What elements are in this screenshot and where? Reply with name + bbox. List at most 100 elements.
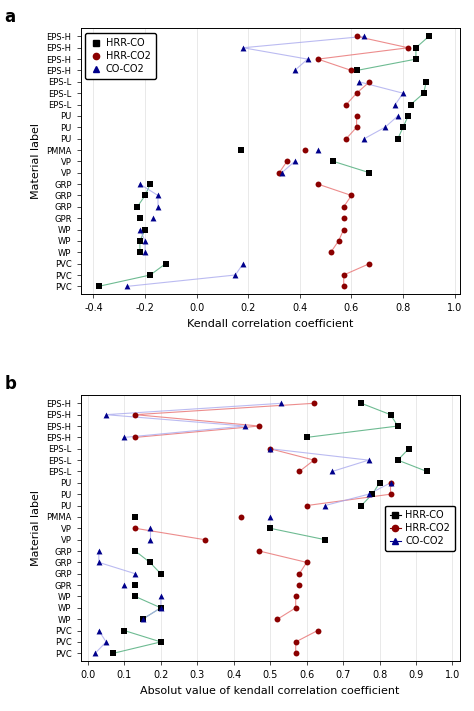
Point (120, 432, 128, 443)
Point (328, 466, 336, 477)
Point (141, 235, 149, 247)
Point (368, 488, 376, 500)
Point (237, 144, 244, 156)
Point (387, 477, 394, 488)
Point (146, 523, 154, 534)
Point (387, 409, 394, 420)
Point (314, 144, 322, 156)
Point (277, 397, 285, 409)
Point (291, 65, 299, 76)
Point (95, 545, 102, 557)
Point (353, 87, 360, 99)
Point (91, 648, 99, 659)
Point (296, 579, 303, 591)
Point (157, 568, 164, 579)
Point (340, 224, 347, 235)
Point (292, 602, 300, 614)
Point (157, 636, 164, 648)
Point (394, 420, 401, 432)
Point (356, 76, 363, 87)
Point (157, 591, 164, 602)
Point (139, 614, 146, 625)
Point (387, 477, 394, 488)
Point (102, 636, 110, 648)
Point (292, 636, 300, 648)
Point (353, 31, 360, 42)
Point (314, 178, 322, 190)
Point (303, 557, 310, 568)
Point (131, 579, 139, 591)
Point (239, 258, 247, 269)
Point (357, 397, 365, 409)
Point (404, 110, 412, 122)
Point (146, 178, 154, 190)
Point (131, 568, 139, 579)
Point (314, 625, 321, 636)
Point (141, 224, 149, 235)
Point (303, 432, 310, 443)
Point (420, 87, 428, 99)
Point (157, 602, 164, 614)
Point (296, 466, 303, 477)
Point (131, 523, 139, 534)
Point (273, 614, 281, 625)
Point (425, 31, 433, 42)
Point (162, 258, 170, 269)
Point (357, 500, 365, 511)
Y-axis label: Material label: Material label (31, 124, 41, 199)
Point (423, 466, 431, 477)
Legend: HRR-CO, HRR-CO2, CO-CO2: HRR-CO, HRR-CO2, CO-CO2 (385, 506, 455, 551)
Point (365, 488, 373, 500)
Point (347, 190, 355, 201)
Point (95, 281, 102, 292)
Point (131, 409, 139, 420)
X-axis label: Kendall correlation coefficient: Kendall correlation coefficient (187, 319, 354, 329)
Point (412, 42, 419, 53)
Point (134, 201, 141, 213)
Point (304, 53, 311, 65)
Y-axis label: Material label: Material label (31, 491, 41, 566)
Point (310, 397, 318, 409)
Point (340, 281, 347, 292)
Point (387, 488, 394, 500)
Point (102, 409, 110, 420)
Point (392, 99, 399, 110)
Legend: HRR-CO, HRR-CO2, CO-CO2: HRR-CO, HRR-CO2, CO-CO2 (85, 33, 155, 79)
Point (321, 534, 328, 545)
Point (399, 87, 407, 99)
Point (353, 65, 360, 76)
Point (120, 579, 128, 591)
Point (275, 167, 283, 178)
Point (340, 269, 347, 281)
Point (131, 591, 139, 602)
Point (301, 144, 309, 156)
Point (394, 454, 401, 466)
Point (340, 213, 347, 224)
Point (146, 269, 154, 281)
Point (412, 53, 419, 65)
Point (237, 511, 245, 523)
Text: b: b (5, 375, 17, 392)
Point (365, 454, 373, 466)
Point (314, 53, 322, 65)
Point (241, 420, 248, 432)
Point (366, 76, 374, 87)
Point (404, 42, 412, 53)
Point (95, 625, 102, 636)
Point (321, 500, 328, 511)
Point (146, 534, 154, 545)
Point (335, 235, 342, 247)
Point (266, 523, 274, 534)
Point (405, 443, 412, 454)
X-axis label: Absolut value of kendall correlation coefficient: Absolut value of kendall correlation coe… (140, 686, 400, 696)
Point (136, 213, 144, 224)
Point (347, 65, 355, 76)
Point (131, 545, 139, 557)
Point (141, 190, 149, 201)
Point (366, 258, 374, 269)
Point (239, 42, 247, 53)
Point (232, 269, 239, 281)
Point (266, 443, 274, 454)
Point (255, 420, 263, 432)
Point (381, 122, 389, 133)
